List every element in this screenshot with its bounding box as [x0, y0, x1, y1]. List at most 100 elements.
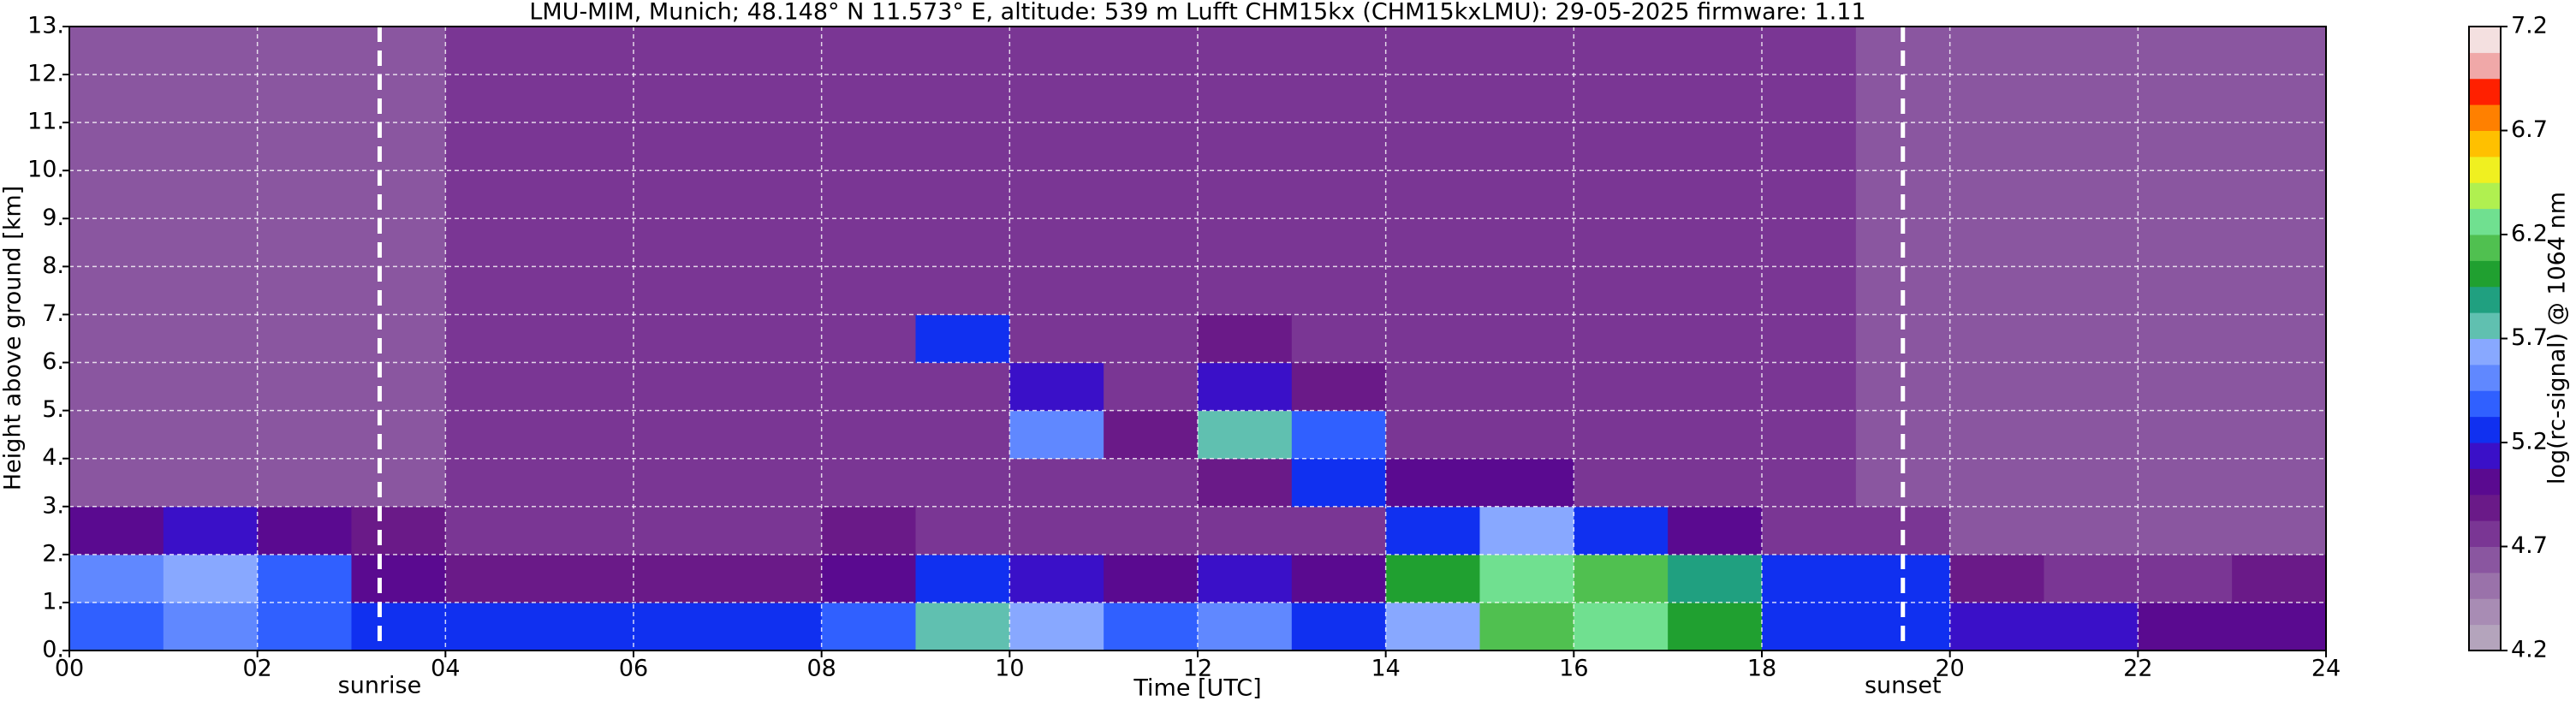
heatmap-cell	[163, 27, 259, 75]
heatmap-cell	[257, 362, 352, 412]
chart-title: LMU-MIM, Munich; 48.148° N 11.573° E, al…	[529, 0, 1865, 26]
heatmap-cell	[1385, 362, 1480, 412]
heatmap-cell	[1762, 362, 1857, 412]
heatmap-cell	[1479, 362, 1574, 412]
colorbar-swatch	[2469, 156, 2501, 183]
heatmap-cell	[2044, 266, 2139, 315]
heatmap-cell	[1291, 602, 1387, 651]
colorbar-swatch	[2469, 624, 2501, 651]
heatmap-cell	[2138, 314, 2233, 364]
heatmap-cell	[1385, 554, 1480, 603]
heatmap-cell	[2232, 74, 2327, 123]
heatmap-cell	[1762, 266, 1857, 315]
x-tick-label: 14	[1371, 656, 1400, 682]
colorbar-swatch	[2469, 27, 2501, 53]
heatmap-cell	[539, 170, 634, 219]
colorbar-swatch	[2469, 364, 2501, 391]
heatmap-cell	[1009, 458, 1104, 508]
heatmap-cell	[1009, 27, 1104, 75]
heatmap-cell	[727, 506, 823, 556]
heatmap-cell	[1198, 554, 1293, 603]
heatmap-cell	[2232, 506, 2327, 556]
heatmap-cell	[634, 170, 729, 219]
heatmap-cell	[727, 458, 823, 508]
heatmap-cell	[1009, 362, 1104, 412]
heatmap-cell	[2044, 122, 2139, 171]
heatmap-cell	[1574, 506, 1669, 556]
heatmap-cell	[69, 266, 164, 315]
heatmap-cell	[1385, 458, 1480, 508]
heatmap-cell	[727, 74, 823, 123]
heatmap-cell	[351, 554, 446, 603]
heatmap-cell	[2232, 554, 2327, 603]
x-axis-label: Time [UTC]	[1133, 675, 1261, 702]
heatmap-cell	[69, 506, 164, 556]
heatmap-cell	[1198, 266, 1293, 315]
heatmap-cell	[1009, 506, 1104, 556]
heatmap-cell	[2138, 362, 2233, 412]
heatmap-cell	[1949, 218, 2044, 267]
heatmap-cell	[1479, 458, 1574, 508]
heatmap-cell	[1762, 74, 1857, 123]
heatmap-cell	[1574, 458, 1669, 508]
heatmap-cell	[1574, 410, 1669, 460]
heatmap-cell	[257, 410, 352, 460]
heatmap-cell	[1668, 506, 1763, 556]
heatmap-cell	[727, 218, 823, 267]
x-tick-label: 04	[431, 656, 460, 682]
heatmap-cell	[351, 27, 446, 75]
heatmap-cell	[2138, 266, 2233, 315]
heatmap-cell	[257, 266, 352, 315]
heatmap-cell	[1009, 602, 1104, 651]
colorbar-tick-label: 5.2	[2511, 429, 2548, 455]
heatmap-cell	[1949, 266, 2044, 315]
heatmap-cell	[821, 74, 916, 123]
heatmap-cell	[2044, 506, 2139, 556]
heatmap-cell	[2138, 602, 2233, 651]
y-tick-label: 7.	[42, 300, 64, 327]
heatmap-cell	[539, 314, 634, 364]
heatmap-cell	[1009, 314, 1104, 364]
heatmap-cell	[727, 602, 823, 651]
heatmap-cell	[915, 266, 1010, 315]
heatmap-cell	[69, 170, 164, 219]
heatmap-cell	[2232, 170, 2327, 219]
heatmap-cell	[539, 554, 634, 603]
heatmap-cell	[2138, 122, 2233, 171]
heatmap-cell	[1198, 362, 1293, 412]
heatmap-cell	[445, 122, 540, 171]
heatmap-cell	[821, 458, 916, 508]
heatmap-cell	[2138, 218, 2233, 267]
heatmap-cell	[1668, 602, 1763, 651]
heatmap-cell	[351, 362, 446, 412]
heatmap-cell	[1104, 554, 1199, 603]
heatmap-cell	[1949, 506, 2044, 556]
heatmap-cell	[2044, 410, 2139, 460]
heatmap-cell	[1198, 314, 1293, 364]
heatmap-cell	[1574, 170, 1669, 219]
y-tick-label: 0.	[42, 637, 64, 663]
colorbar-swatch	[2469, 468, 2501, 496]
heatmap-cell	[539, 74, 634, 123]
heatmap-cell	[634, 410, 729, 460]
heatmap-cell	[915, 362, 1010, 412]
heatmap-cell	[1574, 218, 1669, 267]
heatmap-cell	[69, 362, 164, 412]
heatmap-cell	[1385, 602, 1480, 651]
colorbar-swatch	[2469, 286, 2501, 313]
heatmap-cell	[2232, 218, 2327, 267]
heatmap-cell	[1668, 218, 1763, 267]
y-tick-label: 3.	[42, 492, 64, 519]
heatmap-cell	[634, 74, 729, 123]
colorbar-swatch	[2469, 52, 2501, 80]
colorbar-swatch	[2469, 130, 2501, 157]
x-tick-label: 02	[242, 656, 271, 682]
heatmap-cell	[1762, 314, 1857, 364]
heatmap-cell	[69, 122, 164, 171]
heatmap-cell	[1198, 506, 1293, 556]
heatmap-cell	[351, 122, 446, 171]
heatmap-cell	[1009, 266, 1104, 315]
heatmap-cell	[257, 74, 352, 123]
colorbar-swatch	[2469, 546, 2501, 573]
heatmap-cell	[1574, 554, 1669, 603]
